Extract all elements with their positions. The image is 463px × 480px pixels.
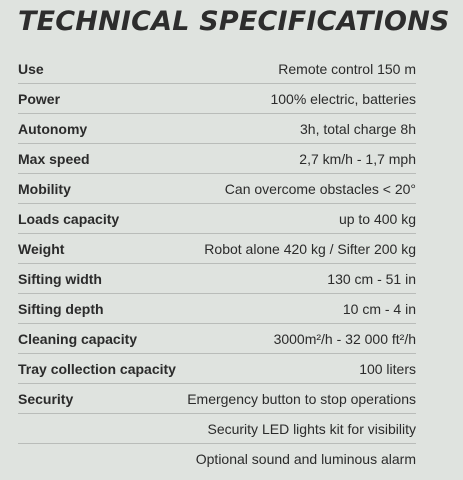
spec-row-loads-capacity: Loads capacity up to 400 kg <box>18 204 416 234</box>
spec-label: Loads capacity <box>18 210 120 227</box>
spec-row-autonomy: Autonomy 3h, total charge 8h <box>18 114 416 144</box>
spec-value: 10 cm - 4 in <box>342 300 416 317</box>
spec-value: Remote control 150 m <box>278 60 416 77</box>
spec-label: Security <box>18 390 74 407</box>
spec-value: 2,7 km/h - 1,7 mph <box>299 150 416 167</box>
spec-value: 100 liters <box>359 360 416 377</box>
spec-label: Sifting width <box>18 270 102 287</box>
spec-row-use: Use Remote control 150 m <box>18 54 416 84</box>
spec-row-sifting-width: Sifting width 130 cm - 51 in <box>18 264 416 294</box>
spec-row-cleaning-capacity: Cleaning capacity 3000m²/h - 32 000 ft²/… <box>18 324 416 354</box>
spec-table: Use Remote control 150 m Power 100% elec… <box>18 54 416 474</box>
page-title: TECHNICAL SPECIFICATIONS <box>18 6 450 37</box>
spec-value: Robot alone 420 kg / Sifter 200 kg <box>204 240 416 257</box>
spec-row-alarm: Optional sound and luminous alarm <box>18 444 416 474</box>
spec-label: Mobility <box>18 180 71 197</box>
spec-value: Emergency button to stop operations <box>187 390 416 407</box>
spec-value: 100% electric, batteries <box>270 90 416 107</box>
spec-row-weight: Weight Robot alone 420 kg / Sifter 200 k… <box>18 234 416 264</box>
spec-row-tray-collection-capacity: Tray collection capacity 100 liters <box>18 354 416 384</box>
spec-value: 3000m²/h - 32 000 ft²/h <box>273 330 416 347</box>
spec-row-security-led: Security LED lights kit for visibility <box>18 414 416 444</box>
spec-value: 130 cm - 51 in <box>327 270 416 287</box>
spec-label: Tray collection capacity <box>18 360 176 377</box>
spec-row-sifting-depth: Sifting depth 10 cm - 4 in <box>18 294 416 324</box>
spec-row-max-speed: Max speed 2,7 km/h - 1,7 mph <box>18 144 416 174</box>
spec-label: Power <box>18 90 61 107</box>
spec-label: Autonomy <box>18 120 88 137</box>
spec-row-security: Security Emergency button to stop operat… <box>18 384 416 414</box>
spec-value: Optional sound and luminous alarm <box>195 451 416 467</box>
spec-label: Use <box>18 60 44 77</box>
spec-value: Can overcome obstacles < 20° <box>224 180 416 197</box>
spec-label: Max speed <box>18 150 90 167</box>
spec-label: Sifting depth <box>18 300 104 317</box>
spec-row-mobility: Mobility Can overcome obstacles < 20° <box>18 174 416 204</box>
spec-label: Cleaning capacity <box>18 330 138 347</box>
spec-row-power: Power 100% electric, batteries <box>18 84 416 114</box>
spec-value: up to 400 kg <box>338 210 416 227</box>
spec-value: 3h, total charge 8h <box>300 120 416 137</box>
spec-label: Weight <box>18 240 65 257</box>
spec-value: Security LED lights kit for visibility <box>207 420 416 437</box>
